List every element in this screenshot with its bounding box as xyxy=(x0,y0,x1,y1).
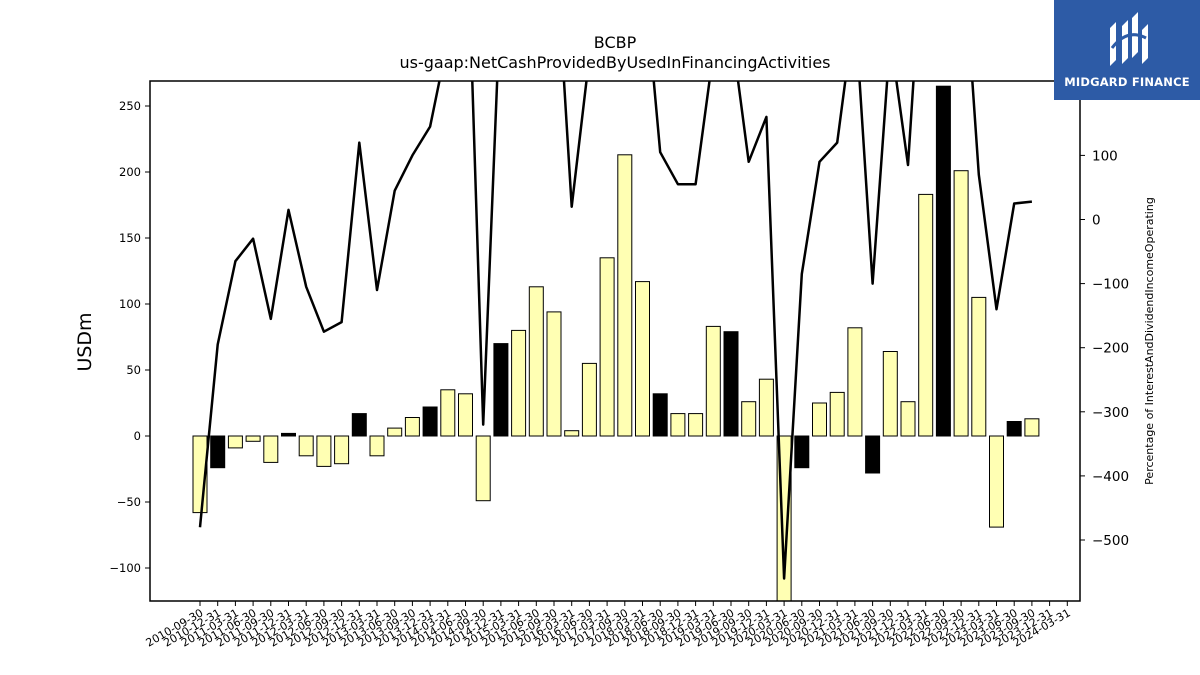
bar xyxy=(210,435,226,469)
bar xyxy=(670,413,686,437)
bar xyxy=(245,435,261,442)
tick-label-left: 100 xyxy=(119,297,141,311)
bar xyxy=(989,435,1004,528)
tick-label-left: 200 xyxy=(119,165,141,179)
bar xyxy=(812,402,827,437)
tick-label-right: 100 xyxy=(1092,148,1118,164)
tick-label-left: −50 xyxy=(117,495,141,509)
bar xyxy=(829,391,845,437)
bar xyxy=(493,343,509,437)
bar xyxy=(387,427,403,437)
bar xyxy=(935,85,951,437)
bar xyxy=(475,435,491,502)
bar xyxy=(617,154,633,437)
bar xyxy=(741,401,757,437)
bar xyxy=(316,435,332,467)
bar xyxy=(528,286,544,437)
bar xyxy=(652,393,668,437)
plot-frame xyxy=(149,80,1081,602)
bar xyxy=(227,435,243,449)
bar xyxy=(971,296,987,437)
bar xyxy=(794,435,810,469)
bar xyxy=(635,281,650,437)
bar xyxy=(688,413,704,437)
bar xyxy=(1024,418,1040,437)
tick-label-left: −100 xyxy=(109,561,141,575)
tick-label-left: 150 xyxy=(119,231,141,245)
bar xyxy=(458,393,473,437)
tick-label-left: 50 xyxy=(126,363,141,377)
bar xyxy=(298,435,314,457)
tick-label-right: −300 xyxy=(1092,405,1129,421)
bar xyxy=(953,170,969,437)
bar xyxy=(705,325,721,437)
brand-logo: MIDGARD FINANCE xyxy=(1054,0,1200,100)
bar xyxy=(882,351,898,437)
bar xyxy=(334,435,350,465)
bar xyxy=(900,401,916,437)
bar xyxy=(865,435,881,474)
bar xyxy=(422,406,438,437)
bar xyxy=(758,378,774,437)
bar xyxy=(511,329,527,437)
tick-label-right: 0 xyxy=(1092,213,1101,229)
bar xyxy=(404,417,420,437)
bar xyxy=(723,331,739,437)
chart-title: BCBP xyxy=(594,33,637,52)
bar xyxy=(581,362,597,437)
bar xyxy=(599,257,615,437)
bar xyxy=(351,413,367,437)
tick-label-right: −500 xyxy=(1092,533,1129,549)
tick-label-left: 0 xyxy=(134,429,141,443)
bar xyxy=(281,432,296,437)
chart-subtitle: us-gaap:NetCashProvidedByUsedInFinancing… xyxy=(399,53,830,72)
bar xyxy=(369,435,385,457)
bar xyxy=(1006,421,1022,437)
bar xyxy=(263,435,279,463)
bar xyxy=(564,430,580,437)
tick-label-right: −200 xyxy=(1092,341,1129,357)
bar xyxy=(918,193,934,437)
bar xyxy=(847,327,863,437)
logo-mark-icon xyxy=(1110,12,1148,66)
tick-label-right: −400 xyxy=(1092,469,1129,485)
y-axis-label-right: Percentage of InterestAndDividendIncomeO… xyxy=(1143,197,1156,485)
series-line xyxy=(198,81,1033,580)
y-axis-label-left: USDm xyxy=(74,312,96,371)
brand-name: MIDGARD FINANCE xyxy=(1064,75,1190,89)
tick-label-right: −100 xyxy=(1092,277,1129,293)
bar xyxy=(440,389,456,437)
bar xyxy=(546,311,562,437)
tick-label-left: 250 xyxy=(119,99,141,113)
